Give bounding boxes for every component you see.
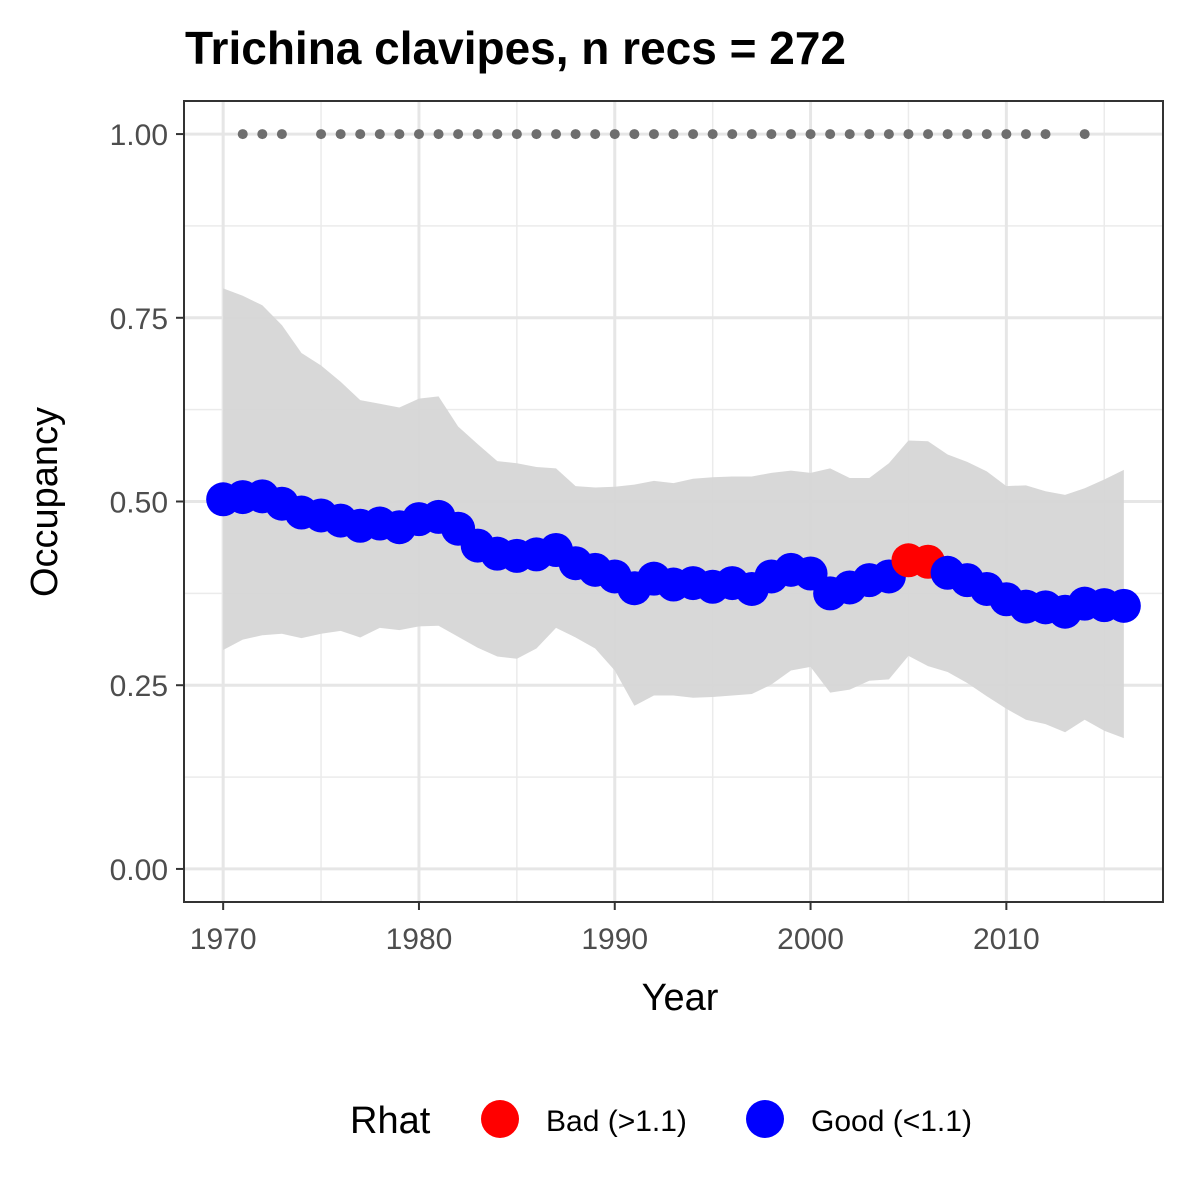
x-tick-label: 2010 bbox=[973, 923, 1040, 956]
legend: Rhat Bad (>1.1) Good (<1.1) bbox=[350, 1100, 972, 1142]
credible-interval-ribbon bbox=[223, 288, 1124, 739]
x-tick-label: 1980 bbox=[386, 923, 453, 956]
record-point bbox=[746, 129, 757, 140]
x-axis-title: Year bbox=[642, 977, 719, 1019]
record-point bbox=[551, 129, 562, 140]
record-point bbox=[923, 129, 934, 140]
occupancy-point bbox=[1106, 588, 1141, 623]
x-tick-label: 1990 bbox=[581, 923, 648, 956]
legend-title: Rhat bbox=[350, 1100, 431, 1142]
record-point bbox=[864, 129, 875, 140]
record-point bbox=[1001, 129, 1012, 140]
record-point bbox=[981, 129, 992, 140]
record-point bbox=[237, 129, 248, 140]
legend-label-good: Good (<1.1) bbox=[811, 1105, 972, 1138]
record-point bbox=[785, 129, 796, 140]
occupancy-points bbox=[206, 479, 1141, 629]
record-point bbox=[433, 129, 444, 140]
y-tick-label: 0.25 bbox=[110, 670, 168, 703]
x-axis: 1970 1980 1990 2000 2010 bbox=[190, 902, 1040, 956]
record-point bbox=[374, 129, 385, 140]
record-point bbox=[413, 129, 424, 140]
record-point bbox=[962, 129, 973, 140]
record-point bbox=[531, 129, 542, 140]
record-points bbox=[237, 129, 1090, 140]
y-axis: 0.00 0.25 0.50 0.75 1.00 bbox=[110, 119, 184, 887]
record-point bbox=[590, 129, 601, 140]
legend-swatch-good bbox=[746, 1100, 784, 1138]
record-point bbox=[511, 129, 522, 140]
record-point bbox=[883, 129, 894, 140]
record-point bbox=[492, 129, 503, 140]
x-tick-label: 2000 bbox=[777, 923, 844, 956]
record-point bbox=[453, 129, 464, 140]
record-point bbox=[688, 129, 699, 140]
chart-title: Trichina clavipes, n recs = 272 bbox=[185, 22, 846, 74]
record-point bbox=[942, 129, 953, 140]
record-point bbox=[316, 129, 327, 140]
record-point bbox=[903, 129, 914, 140]
record-point bbox=[570, 129, 581, 140]
record-point bbox=[844, 129, 855, 140]
record-point bbox=[1079, 129, 1090, 140]
record-point bbox=[668, 129, 679, 140]
record-point bbox=[1020, 129, 1031, 140]
x-tick-label: 1970 bbox=[190, 923, 257, 956]
record-point bbox=[257, 129, 268, 140]
y-tick-label: 1.00 bbox=[110, 119, 168, 152]
record-point bbox=[276, 129, 287, 140]
y-axis-title: Occupancy bbox=[24, 407, 66, 597]
y-tick-label: 0.50 bbox=[110, 487, 168, 520]
record-point bbox=[394, 129, 405, 140]
record-point bbox=[825, 129, 836, 140]
record-point bbox=[335, 129, 346, 140]
y-tick-label: 0.00 bbox=[110, 854, 168, 887]
legend-label-bad: Bad (>1.1) bbox=[546, 1105, 687, 1138]
y-tick-label: 0.75 bbox=[110, 303, 168, 336]
record-point bbox=[648, 129, 659, 140]
record-point bbox=[1040, 129, 1051, 140]
record-point bbox=[707, 129, 718, 140]
legend-swatch-bad bbox=[481, 1100, 519, 1138]
record-point bbox=[766, 129, 777, 140]
record-point bbox=[727, 129, 738, 140]
record-point bbox=[355, 129, 366, 140]
record-point bbox=[629, 129, 640, 140]
record-point bbox=[609, 129, 620, 140]
record-point bbox=[472, 129, 483, 140]
record-point bbox=[805, 129, 816, 140]
credible-interval-band bbox=[223, 288, 1124, 739]
